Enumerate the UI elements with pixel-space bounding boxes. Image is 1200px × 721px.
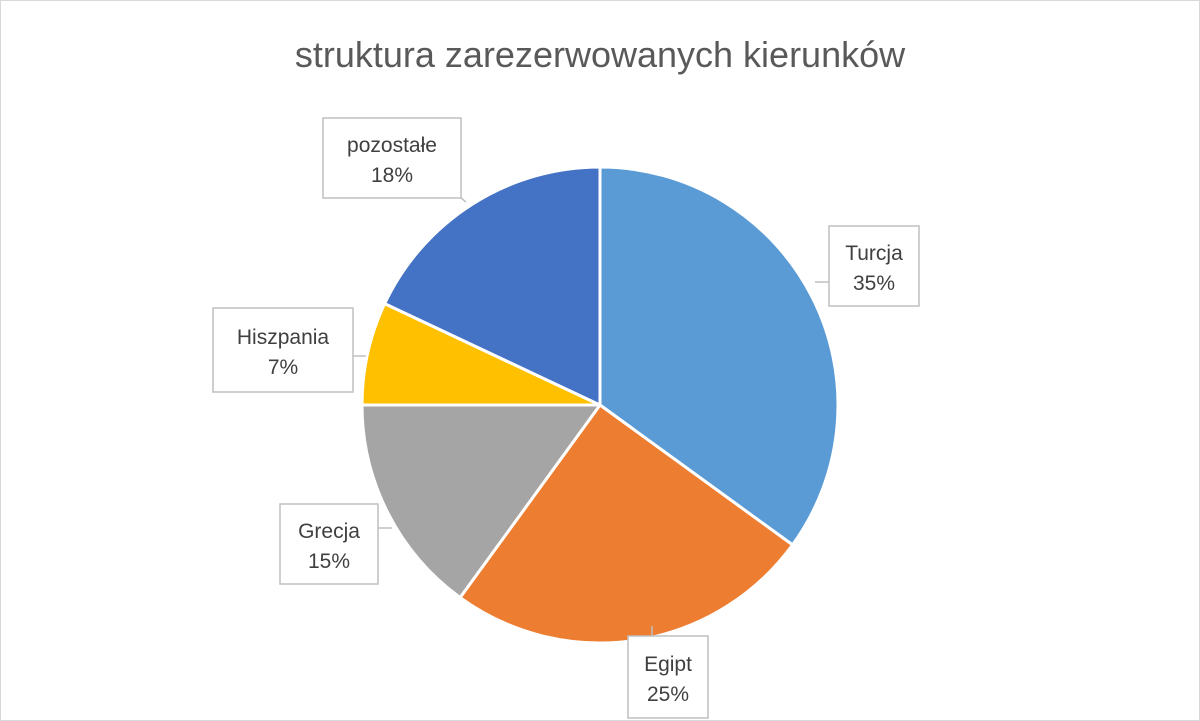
- label-category: Egipt: [644, 653, 692, 676]
- pie-slice-turcja: [598, 165, 840, 547]
- pie-slice-grecja: [360, 403, 602, 600]
- label-box: [828, 225, 920, 307]
- label-percent: 35%: [853, 272, 895, 295]
- label-box: [212, 307, 354, 393]
- data-label-hiszpania: Hiszpania 7%: [212, 307, 366, 393]
- label-leader-line: [460, 197, 467, 203]
- label-box: [627, 635, 709, 719]
- pie-slices: [360, 165, 840, 645]
- data-label-grecja: Grecja 15%: [279, 503, 392, 585]
- pie-data-labels: Turcja 35% Egipt 25% Grecja 15% Hiszpania 7% poz…: [212, 117, 920, 719]
- label-box: [279, 503, 379, 585]
- label-percent: 25%: [647, 683, 689, 706]
- label-box: [322, 117, 462, 199]
- label-percent: 15%: [308, 550, 350, 573]
- label-percent: 18%: [371, 164, 413, 187]
- pie-slice-hiszpania: [360, 302, 602, 407]
- label-category: Hiszpania: [237, 326, 330, 349]
- label-category: pozostałe: [347, 134, 437, 157]
- label-category: Grecja: [298, 520, 360, 543]
- data-label-pozosta-e: pozostałe 18%: [322, 117, 467, 203]
- data-label-egipt: Egipt 25%: [627, 626, 709, 719]
- chart-title: struktura zarezerwowanych kierunków: [294, 34, 906, 75]
- label-percent: 7%: [268, 356, 298, 379]
- data-label-turcja: Turcja 35%: [815, 225, 920, 307]
- pie-slice-pozosta-e: [383, 165, 602, 407]
- label-category: Turcja: [845, 242, 903, 265]
